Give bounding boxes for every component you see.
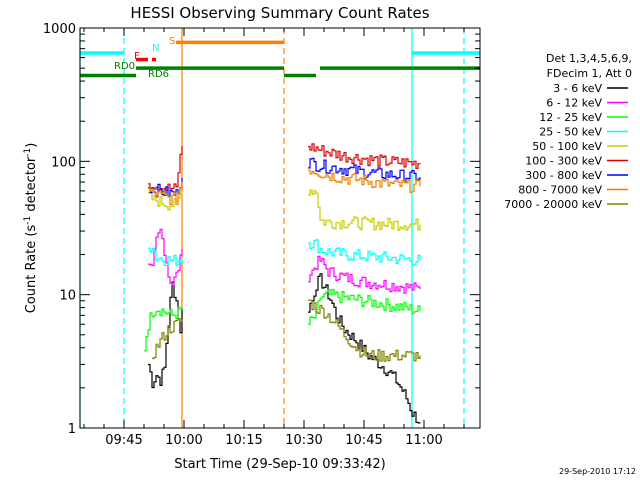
legend-label-25-50-kev: 25 - 50 keV (539, 126, 602, 139)
legend-label-50-100-kev: 50 - 100 keV (532, 140, 602, 153)
series-50-100-kev-seg-0 (148, 190, 183, 211)
y-axis-label-end: ) (24, 143, 39, 148)
x-axis-label: Start Time (29-Sep-10 09:33:42) (174, 457, 385, 472)
flag-label-s: S (169, 36, 175, 47)
legend-label-100-300-kev: 100 - 300 keV (525, 155, 602, 168)
chart-title: HESSI Observing Summary Count Rates (130, 4, 429, 22)
series-7000-20000-kev-seg-0 (152, 318, 183, 360)
plot-frame (79, 27, 481, 429)
y-tick-label-100: 100 (51, 155, 76, 170)
x-axis-ticks: 09:45 10:00 10:15 10:30 10:45 11:00 (83, 28, 465, 448)
flag-label-f: F (134, 51, 140, 62)
flag-label-rd0: RD0 (114, 61, 135, 72)
series-6-12-kev-seg-0 (148, 228, 183, 287)
y-axis-label-sup1: -1 (23, 216, 33, 225)
y-axis-label-main: Count Rate (s (24, 225, 39, 314)
legend-label-7000-20000-kev: 7000 - 20000 keV (504, 198, 602, 211)
footer-timestamp: 29-Sep-2010 17:12 (559, 467, 636, 476)
y-tick-label-1: 1 (68, 422, 76, 437)
flag-label-rd6: RD6 (148, 69, 169, 80)
legend-label-300-800-kev: 300 - 800 keV (525, 169, 602, 182)
x-tick-label-10-00: 10:00 (165, 433, 202, 448)
legend-label-6-12-kev: 6 - 12 keV (546, 97, 602, 110)
series-100-300-kev-seg-1 (308, 143, 421, 169)
series-3-6-kev-seg-0 (148, 281, 183, 389)
legend-header-line-1: Det 1,3,4,5,6,9, (546, 52, 632, 65)
x-tick-label-10-45: 10:45 (345, 433, 382, 448)
y-axis-label-sup2: -1 (23, 148, 33, 157)
x-tick-label-10-15: 10:15 (225, 433, 262, 448)
legend-header-line-2: FDecim 1, Att 0 (547, 67, 632, 80)
y-axis-label-mid: detector (24, 156, 39, 216)
flag-label-n: N (152, 43, 159, 54)
series-12-25-kev-seg-1 (308, 288, 421, 325)
y-axis-ticks: 1 10 100 1000 (43, 22, 480, 437)
legend: Det 1,3,4,5,6,9, FDecim 1, Att 0 3 - 6 k… (504, 52, 632, 211)
series-25-50-kev-seg-0 (148, 247, 183, 266)
x-tick-label-09-45: 09:45 (105, 433, 142, 448)
series-800-7000-kev-seg-0 (148, 182, 183, 206)
series-7000-20000-kev-seg-1 (308, 299, 421, 362)
x-tick-label-11-00: 11:00 (405, 433, 442, 448)
series-25-50-kev-seg-1 (308, 239, 421, 266)
series-100-300-kev-seg-0 (148, 146, 183, 193)
legend-label-800-7000-kev: 800 - 7000 keV (518, 184, 602, 197)
series-traces (144, 143, 421, 424)
series-50-100-kev-seg-1 (308, 189, 421, 231)
series-6-12-kev-seg-1 (308, 255, 421, 294)
series-800-7000-kev-seg-1 (308, 169, 421, 193)
legend-label-12-25-kev: 12 - 25 keV (539, 111, 602, 124)
x-tick-label-10-30: 10:30 (285, 433, 322, 448)
series-12-25-kev-seg-0 (144, 306, 183, 352)
series-3-6-kev-seg-1 (308, 273, 421, 424)
legend-label-3-6-kev: 3 - 6 keV (553, 82, 602, 95)
y-axis-label: Count Rate (s-1 detector-1) (23, 143, 39, 314)
flag-bars (80, 40, 480, 78)
y-tick-label-1000: 1000 (43, 22, 76, 37)
y-tick-label-10: 10 (59, 289, 76, 304)
